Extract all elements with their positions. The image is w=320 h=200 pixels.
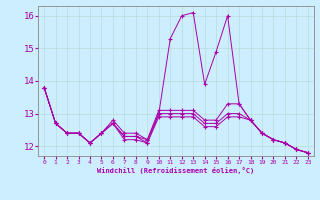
- X-axis label: Windchill (Refroidissement éolien,°C): Windchill (Refroidissement éolien,°C): [97, 167, 255, 174]
